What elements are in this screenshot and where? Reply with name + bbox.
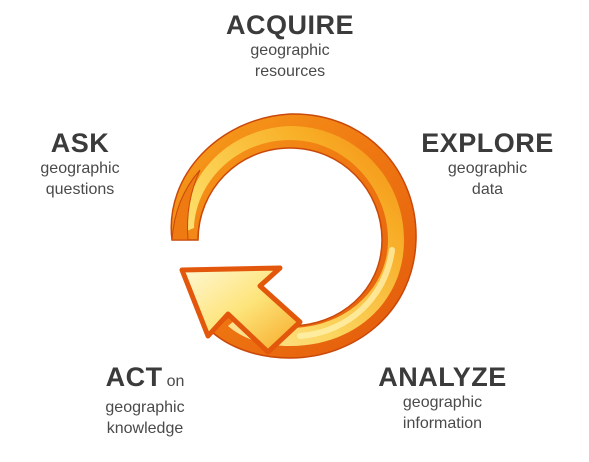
step-act-desc-line1: geographic — [105, 399, 185, 416]
step-ask-desc-line2: questions — [45, 181, 115, 198]
step-explore: EXPLORE geographic data — [400, 128, 575, 200]
circular-arrow-icon — [170, 113, 417, 359]
arrow-band-outer — [170, 113, 417, 359]
step-explore-desc-line2: data — [471, 181, 504, 198]
step-act: ACT on geographic knowledge — [60, 362, 230, 439]
step-acquire-title: ACQUIRE — [225, 10, 354, 40]
step-analyze-desc-line1: geographic — [402, 394, 483, 411]
step-ask-title: ASK — [50, 128, 110, 158]
step-analyze: ANALYZE geographic information — [350, 362, 535, 434]
step-ask: ASK geographic questions — [20, 128, 140, 200]
step-act-heading: ACT on — [60, 362, 230, 397]
step-act-desc-line2: knowledge — [106, 420, 184, 437]
step-analyze-title: ANALYZE — [378, 362, 507, 392]
step-act-suffix: on — [166, 373, 185, 390]
step-acquire: ACQUIRE geographic resources — [190, 10, 390, 82]
step-analyze-desc-line2: information — [402, 415, 483, 432]
arrow-highlight — [297, 247, 395, 339]
arrow-tail — [171, 169, 201, 241]
step-explore-desc-line1: geographic — [447, 160, 528, 177]
step-acquire-desc-line2: resources — [254, 63, 326, 80]
step-acquire-desc-line1: geographic — [250, 42, 330, 59]
arrowhead — [179, 265, 303, 355]
step-explore-title: EXPLORE — [421, 128, 554, 158]
step-ask-desc-line1: geographic — [40, 160, 120, 177]
step-act-title: ACT — [105, 362, 163, 392]
